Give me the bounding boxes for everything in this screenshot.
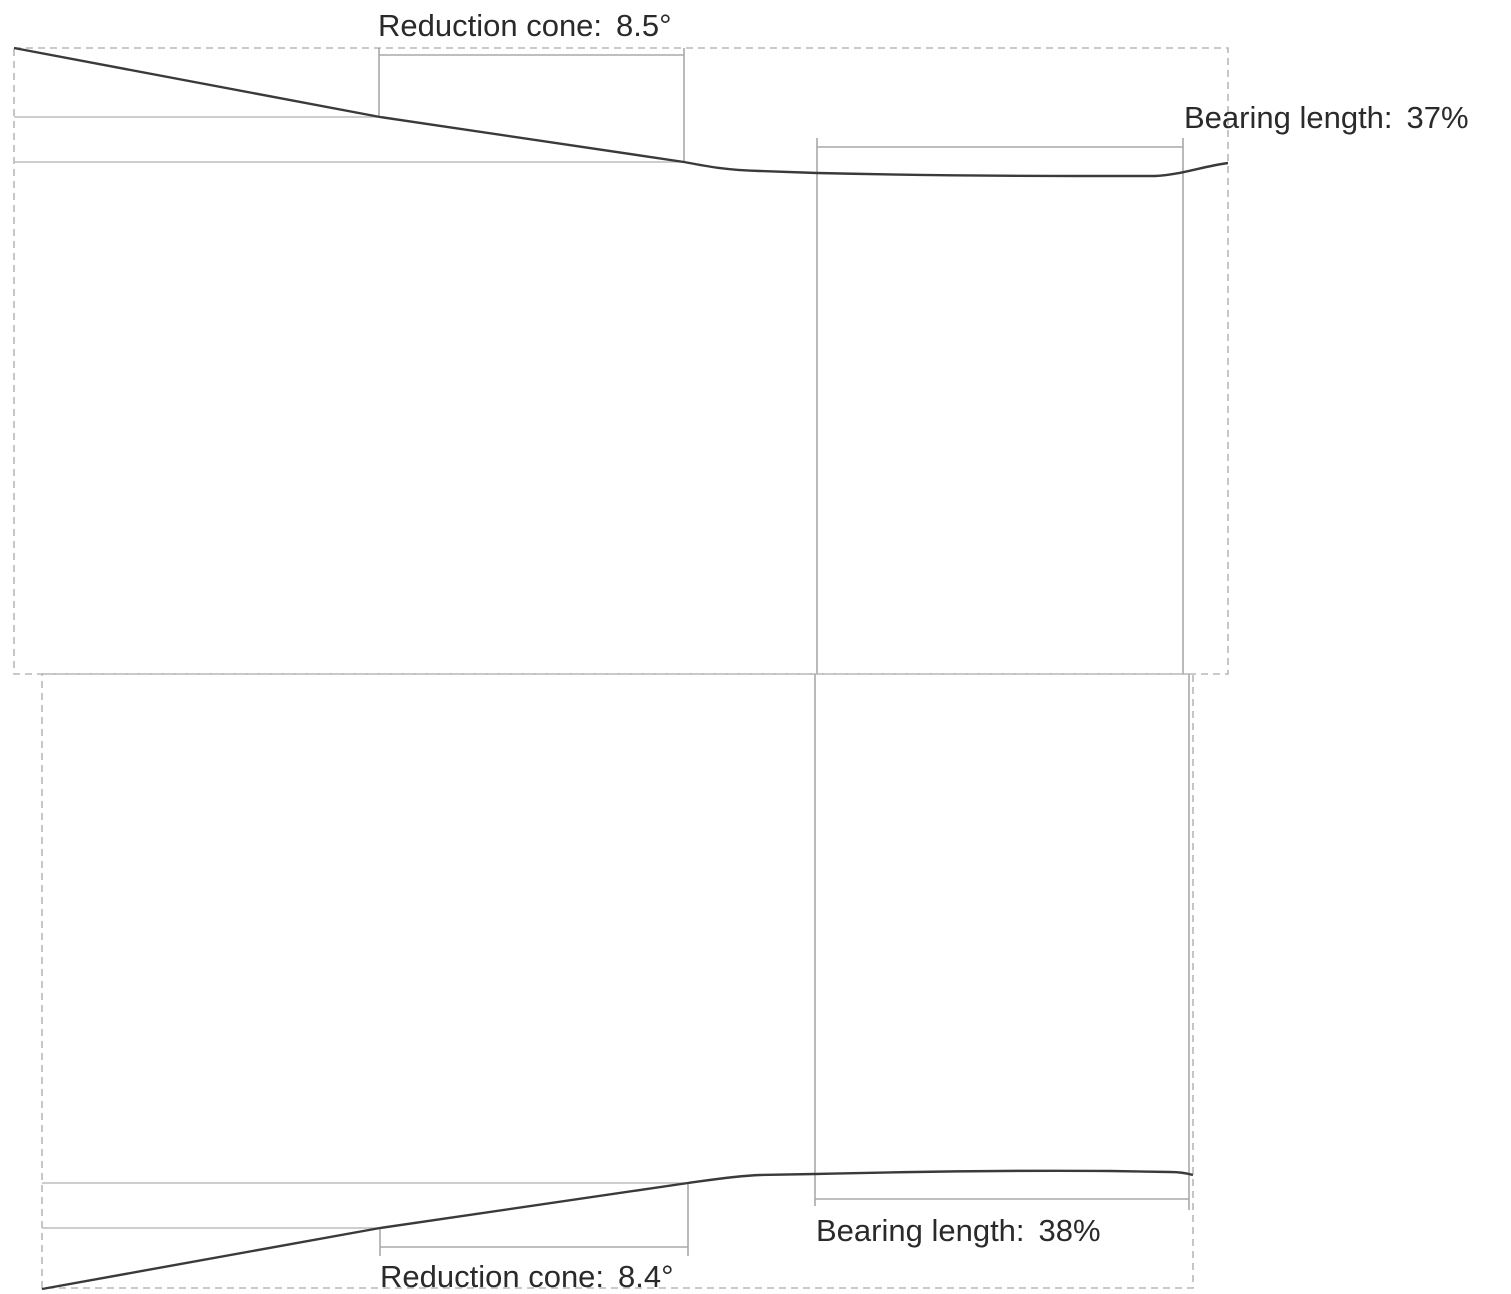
svg-text:Bearing length:37%: Bearing length: 37% <box>1184 100 1469 135</box>
lower-reduction-cone-label: Reduction cone: <box>380 1259 604 1294</box>
lower-reduction-cone-value: 8.4° <box>618 1259 674 1294</box>
svg-text:Reduction cone:8.4°: Reduction cone: 8.4° <box>380 1259 674 1294</box>
upper-reduction-cone-dimension <box>378 48 685 162</box>
svg-text:Reduction cone:8.5°: Reduction cone: 8.5° <box>378 8 672 43</box>
upper-reduction-cone-label: Reduction cone: <box>378 8 602 43</box>
lower-bearing-length-value: 38% <box>1039 1213 1101 1248</box>
upper-frame <box>13 47 1229 675</box>
upper-reduction-cone-value: 8.5° <box>616 8 672 43</box>
svg-text:Bearing length:38%: Bearing length: 38% <box>816 1213 1101 1248</box>
upper-profile-curve <box>13 46 1229 178</box>
upper-profile: Reduction cone: 8.5° Bearing length: 37% <box>13 8 1469 675</box>
lower-bearing-length-dimension <box>814 674 1190 1210</box>
lower-profile-curve <box>41 1169 1194 1291</box>
lower-bearing-length-label: Bearing length: <box>816 1213 1025 1248</box>
upper-bearing-length-value: 37% <box>1407 100 1469 135</box>
upper-bearing-length-dimension <box>816 138 1184 674</box>
lower-reduction-cone-dimension <box>379 1183 689 1256</box>
lower-frame <box>41 673 1194 1289</box>
lower-profile: Bearing length: 38% Reduction cone: 8.4° <box>41 673 1194 1294</box>
upper-bearing-length-label: Bearing length: <box>1184 100 1393 135</box>
